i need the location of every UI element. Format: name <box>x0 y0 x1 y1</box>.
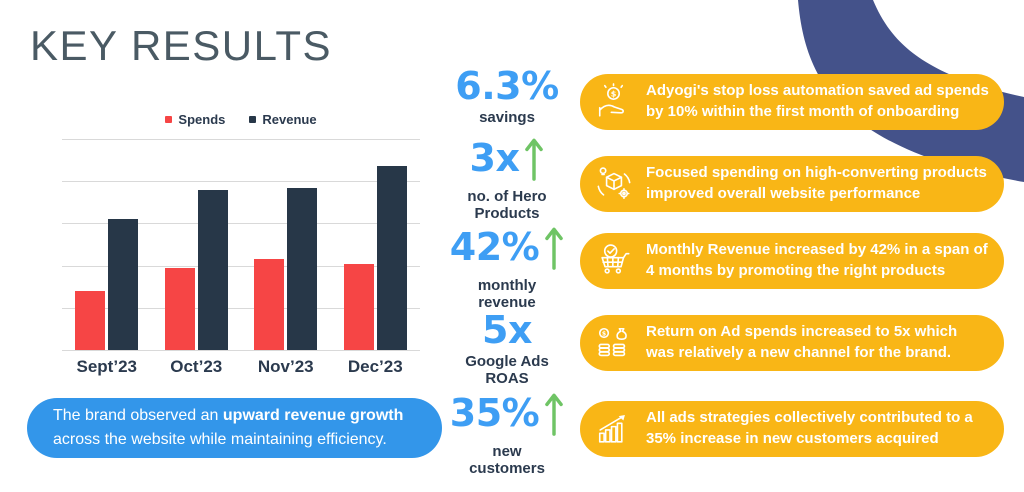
stat-value: 6.3% <box>455 64 559 108</box>
stat-label: savings <box>479 108 535 126</box>
stat-label: Google Ads ROAS <box>465 352 549 387</box>
grid-line <box>62 307 420 309</box>
highlight-text: 4 months by promoting the right products <box>646 262 946 279</box>
up-arrow-icon <box>524 137 544 186</box>
highlight-text: Return on Ad spends increased to 5x whic… <box>646 323 958 341</box>
bar-revenue-0 <box>108 219 139 350</box>
grid-line <box>62 181 420 183</box>
svg-text:$: $ <box>602 330 606 337</box>
product-box-icon <box>595 165 633 203</box>
stat-value: 5x <box>482 308 532 352</box>
growth-chart-icon <box>595 410 633 448</box>
summary-text: The brand observed an <box>53 407 223 424</box>
highlight-stop-loss: $ Adyogi's stop loss automation saved ad… <box>580 74 1004 130</box>
up-arrow-icon <box>544 392 564 441</box>
bar-spends-1 <box>164 267 195 350</box>
hand-coin-icon: $ <box>595 83 633 121</box>
bar-revenue-3 <box>376 166 407 350</box>
svg-text:$: $ <box>611 89 617 98</box>
stat-new-customers: 35% new customers <box>445 391 569 478</box>
legend-item-revenue: Revenue <box>249 112 317 127</box>
highlight-text: improved overall website performance <box>646 185 921 202</box>
highlight-text: All ads strategies collectively contribu… <box>646 409 973 427</box>
summary-callout: The brand observed an upward revenue gro… <box>27 398 442 458</box>
stat-monthly-revenue: 42% monthly revenue <box>445 225 569 312</box>
x-axis-labels: Sept’23 Oct’23 Nov’23 Dec’23 <box>62 357 420 381</box>
highlight-new-customers: All ads strategies collectively contribu… <box>580 401 1004 457</box>
summary-line-2: across the website while maintaining eff… <box>53 431 387 448</box>
highlight-text: Monthly Revenue increased by 42% in a sp… <box>646 241 988 259</box>
cart-check-icon <box>595 242 633 280</box>
x-axis-label: Oct’23 <box>170 357 223 376</box>
x-axis-label: Dec’23 <box>347 357 403 376</box>
summary-text-bold: upward revenue growth <box>222 407 404 424</box>
stat-value: 35% <box>449 391 540 435</box>
grid-line <box>62 265 420 267</box>
stat-value: 42% <box>449 225 540 269</box>
stat-value: 3x <box>469 136 520 180</box>
stat-google-ads-roas: 5x Google Ads ROAS <box>445 308 569 388</box>
revenue-swatch-icon <box>249 116 257 123</box>
stat-label: no. of Hero Products <box>467 188 547 222</box>
highlight-text: Adyogi's stop loss automation saved ad s… <box>646 82 989 100</box>
stat-label: monthly revenue <box>477 277 537 311</box>
page-title: KEY RESULTS <box>30 22 333 69</box>
bar-revenue-2 <box>287 187 318 350</box>
spends-swatch-icon <box>165 116 173 123</box>
legend-item-spends: Spends <box>165 112 225 127</box>
highlight-focused-spending: Focused spending on high-converting prod… <box>580 156 1004 212</box>
stat-label: new customers <box>469 443 545 477</box>
legend-label: Spends <box>178 112 226 127</box>
highlight-text: 35% increase in new customers acquired <box>646 430 939 447</box>
highlight-roas: $ Return on Ad spends increased to 5x wh… <box>580 315 1004 371</box>
bar-spends-3 <box>343 263 374 350</box>
bar-revenue-1 <box>197 189 228 350</box>
bar-spends-0 <box>75 290 106 350</box>
bar-spends-2 <box>254 259 285 350</box>
legend-label: Revenue <box>262 112 317 127</box>
chart-legend: Spends Revenue <box>62 112 420 127</box>
x-axis-label: Nov’23 <box>257 357 314 376</box>
stat-savings: 6.3% savings <box>445 64 569 127</box>
highlight-text: by 10% within the first month of onboard… <box>646 103 960 120</box>
plot-area <box>62 139 420 351</box>
grid-line <box>62 350 420 351</box>
up-arrow-icon <box>544 226 564 275</box>
highlight-text: Focused spending on high-converting prod… <box>646 164 987 182</box>
grid-line <box>62 223 420 225</box>
highlight-monthly-revenue: Monthly Revenue increased by 42% in a sp… <box>580 233 1004 289</box>
summary-line-1: The brand observed an upward revenue gro… <box>53 404 416 428</box>
grid-line <box>62 139 420 140</box>
x-axis-label: Sept’23 <box>76 357 137 376</box>
coin-stacks-icon: $ <box>595 324 633 362</box>
highlight-text: was relatively a new channel for the bra… <box>646 344 952 361</box>
stat-hero-products: 3x no. of Hero Products <box>445 136 569 223</box>
